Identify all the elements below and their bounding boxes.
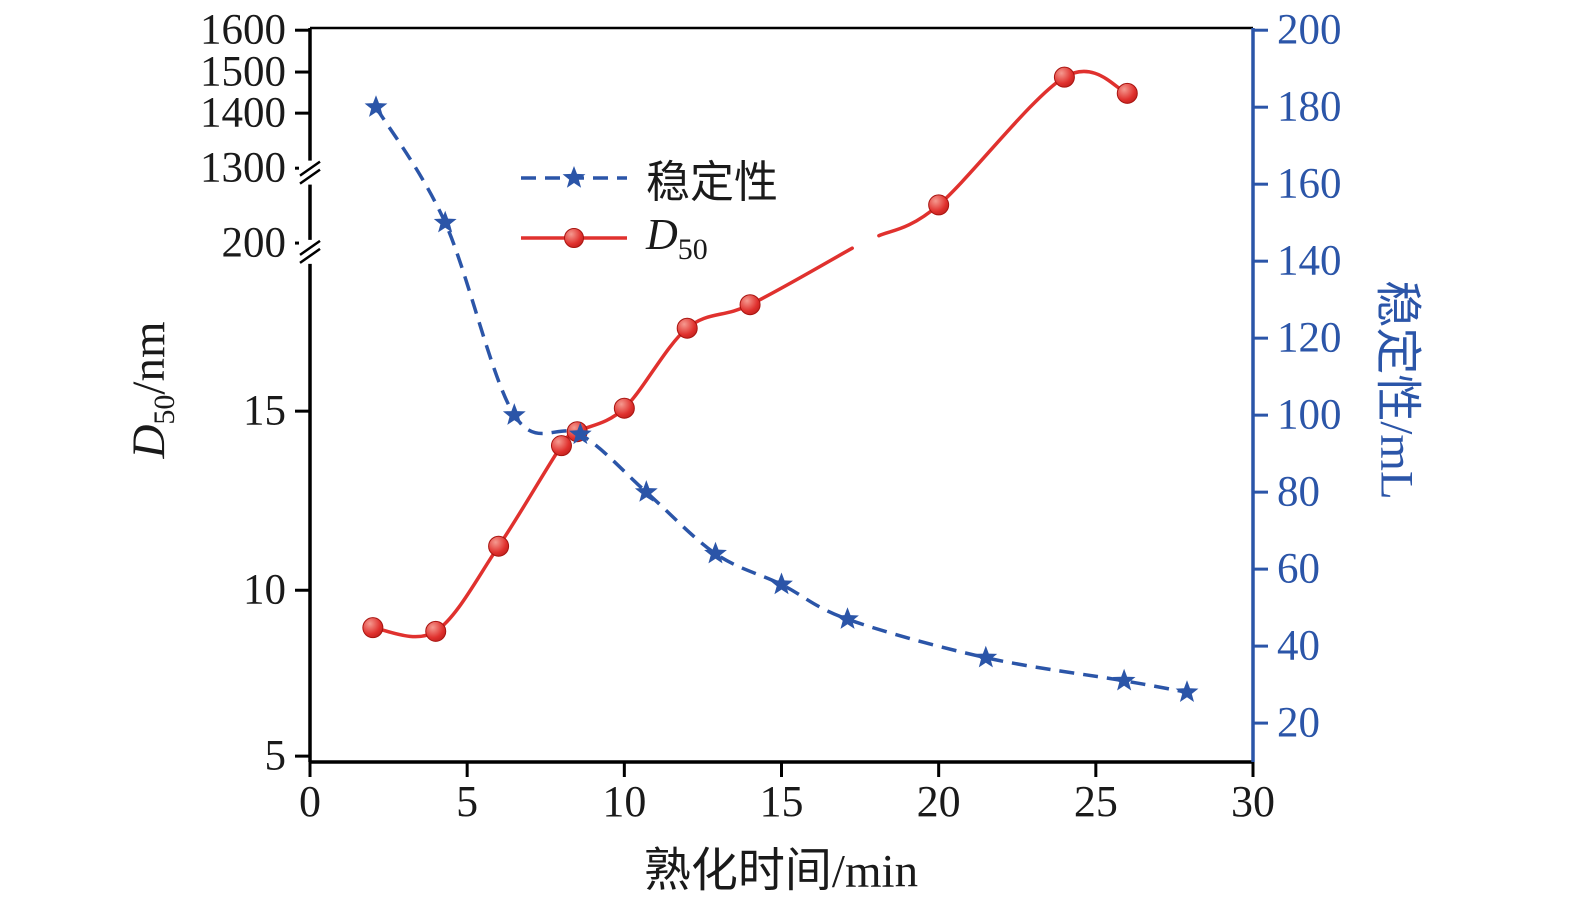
d50-marker	[1053, 66, 1075, 88]
stability-marker	[974, 645, 998, 668]
left-tick-label: 1400	[200, 90, 286, 137]
stability-marker	[1112, 668, 1136, 691]
d50-marker	[613, 397, 635, 419]
stability-marker	[1175, 680, 1199, 702]
x-tick-label: 25	[1074, 777, 1118, 826]
stability-marker	[836, 607, 859, 629]
legend-dot-icon	[564, 228, 584, 248]
legend-star-icon	[562, 166, 586, 188]
stability-line	[374, 106, 1188, 695]
d50-marker	[739, 294, 761, 316]
left-tick-label: 1300	[200, 145, 286, 192]
plot-frame	[308, 26, 1255, 764]
axis-break-icon	[299, 160, 321, 177]
d50-marker	[1116, 82, 1138, 104]
axis-break-marks	[299, 160, 321, 264]
right-tick-label: 20	[1277, 700, 1320, 747]
right-tick-label: 100	[1277, 392, 1342, 439]
d50-marker	[676, 317, 698, 339]
right-tick-label: 80	[1277, 469, 1320, 516]
x-axis-ticks: 0 5 10 15 20 25 30	[299, 762, 1275, 826]
legend-item-d50: D50	[518, 210, 778, 266]
right-tick-label: 60	[1277, 546, 1320, 593]
stability-marker	[502, 403, 526, 425]
stability-marker	[433, 210, 457, 233]
d50-marker	[550, 435, 572, 457]
stability-marker	[704, 541, 727, 564]
left-axis-title-unit: /nm	[122, 321, 175, 395]
stability-marker	[634, 480, 658, 502]
legend-item-stability: 稳定性	[518, 152, 778, 207]
left-tick-label: 200	[222, 220, 287, 267]
d50-marker	[362, 617, 384, 639]
right-tick-label: 120	[1277, 315, 1342, 362]
d50-line	[877, 69, 1130, 238]
x-tick-label: 20	[917, 777, 961, 826]
x-axis-title: 熟化时间/min	[643, 845, 919, 898]
left-tick-label: 10	[243, 567, 286, 614]
axis-break-icon	[299, 239, 321, 256]
x-tick-label: 0	[299, 777, 321, 826]
right-tick-label: 160	[1277, 161, 1342, 208]
legend-swatch-stability-icon	[521, 166, 627, 188]
right-tick-label: 180	[1277, 84, 1342, 131]
stability-marker	[770, 572, 793, 595]
left-axis-title-subscript: 50	[148, 394, 182, 425]
stability-marker	[568, 422, 592, 445]
d50-marker	[425, 620, 447, 642]
x-tick-label: 5	[456, 777, 478, 826]
axis-break-mask	[299, 239, 321, 264]
x-tick-label: 15	[760, 777, 804, 826]
stability-marker	[364, 95, 388, 117]
x-tick-label: 30	[1231, 777, 1275, 826]
axis-break-icon	[299, 247, 321, 264]
right-axis-ticks: 200 180 160 140 120 100 80 60 40 20	[1253, 7, 1342, 747]
left-axis-title: D50/nm	[122, 321, 182, 458]
legend-swatch-d50-icon	[521, 228, 627, 248]
d50-marker	[928, 194, 950, 216]
stability-series	[364, 95, 1199, 702]
axis-break-mask	[299, 160, 321, 185]
x-tick-label: 10	[602, 777, 646, 826]
axis-break-icon	[299, 168, 321, 185]
right-tick-label: 140	[1277, 238, 1342, 285]
right-axis-title: 稳定性/mL	[1370, 280, 1423, 500]
d50-marker	[488, 535, 510, 557]
legend-label-stability: 稳定性	[646, 158, 778, 207]
legend: 稳定性 D50	[518, 152, 778, 266]
left-tick-label: 5	[265, 733, 287, 780]
left-axis-title-symbol: D	[122, 424, 175, 459]
left-tick-label: 1500	[200, 49, 286, 96]
left-tick-label: 15	[243, 388, 286, 435]
left-tick-label: 1600	[200, 7, 286, 54]
right-tick-label: 40	[1277, 623, 1320, 670]
right-tick-label: 200	[1277, 7, 1342, 54]
legend-label-d50: D50	[646, 210, 708, 266]
